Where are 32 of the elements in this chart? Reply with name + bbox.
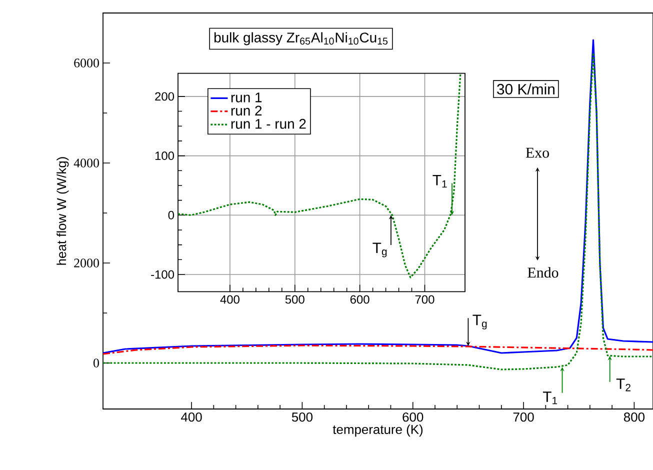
- x-tick-label: 700: [415, 295, 434, 304]
- y-tick-label: 4000: [74, 158, 99, 168]
- y-tick-label: 2000: [74, 258, 99, 268]
- y-axis-title: heat flow W (W/kg): [56, 157, 69, 265]
- legend-label: run 2: [231, 106, 262, 116]
- x-tick-label: 700: [513, 412, 534, 422]
- x-tick-label: 500: [285, 295, 304, 304]
- annotation: T$_{g}$: [372, 242, 387, 258]
- legend-label: run 1 - run 2: [231, 118, 306, 129]
- y-tick-label: 6000: [74, 58, 99, 68]
- x-tick-label: 500: [292, 412, 312, 422]
- x-tick-label: 600: [402, 412, 424, 422]
- annotation: 30 K/min: [497, 84, 554, 95]
- y-tick-label: 100: [155, 152, 174, 160]
- annotation: T$_{1}$: [432, 174, 447, 188]
- line-series: [177, 72, 462, 278]
- y-tick-label: 0: [168, 210, 174, 220]
- legend-label: run 1: [231, 92, 262, 102]
- y-tick-label: 0: [94, 358, 99, 368]
- x-tick-label: 600: [350, 295, 370, 304]
- x-tick-label: 400: [220, 295, 240, 304]
- y-tick-label: 200: [155, 92, 174, 101]
- annotation: Endo: [528, 267, 558, 278]
- annotation: T$_{2}$: [616, 378, 630, 392]
- x-tick-label: 400: [181, 412, 202, 422]
- y-tick-label: -100: [151, 270, 174, 279]
- text: bulk glassy Zr$_{65}$Al$_{10}$Ni$_{10}$Cu$_{15}$: [214, 32, 388, 46]
- x-axis-title: temperature (K): [332, 424, 423, 437]
- annotation: T$_{g}$: [472, 314, 487, 330]
- x-tick-label: 800: [624, 412, 644, 422]
- annotation: T$_{1}$: [542, 392, 558, 404]
- annotation: Exo: [526, 148, 549, 158]
